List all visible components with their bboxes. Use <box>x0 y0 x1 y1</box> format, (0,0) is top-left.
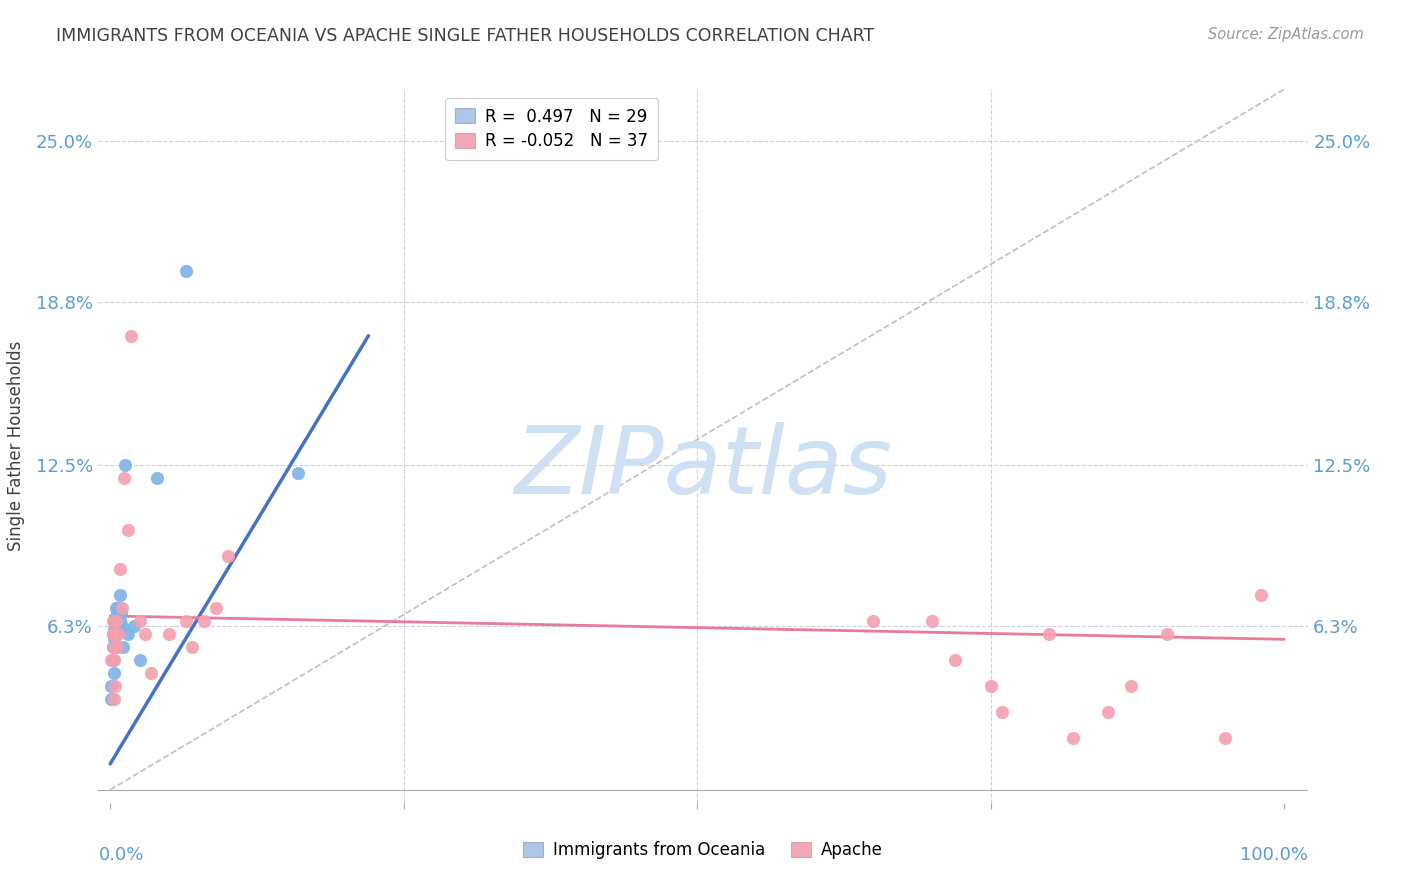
Point <box>112 640 135 654</box>
Point <box>128 614 150 628</box>
Point <box>146 471 169 485</box>
Point <box>101 627 124 641</box>
Point <box>108 614 131 628</box>
Point <box>945 653 967 667</box>
Point <box>141 666 163 681</box>
Point <box>122 619 145 633</box>
Point <box>157 627 180 641</box>
Point <box>112 471 135 485</box>
Point <box>104 627 127 641</box>
Point <box>1097 705 1119 719</box>
Point <box>103 692 125 706</box>
Point <box>117 627 139 641</box>
Point <box>1156 627 1178 641</box>
Point <box>134 627 156 641</box>
Point <box>921 614 943 628</box>
Point <box>1215 731 1237 745</box>
Point <box>105 640 128 654</box>
Point <box>181 640 204 654</box>
Point <box>104 679 127 693</box>
Point <box>103 622 125 636</box>
Point <box>105 601 128 615</box>
Point <box>204 601 226 615</box>
Point <box>111 601 134 615</box>
Point <box>117 524 139 538</box>
Point <box>1062 731 1084 745</box>
Point <box>193 614 215 628</box>
Point <box>103 653 125 667</box>
Point <box>1121 679 1143 693</box>
Point <box>101 614 124 628</box>
Point <box>101 640 124 654</box>
Point <box>120 328 142 343</box>
Point <box>111 619 134 633</box>
Point <box>103 614 125 628</box>
Point <box>105 640 128 654</box>
Point <box>108 588 131 602</box>
Point <box>110 607 132 621</box>
Point <box>862 614 884 628</box>
Point <box>287 467 309 481</box>
Point <box>101 627 124 641</box>
Point <box>980 679 1002 693</box>
Text: Source: ZipAtlas.com: Source: ZipAtlas.com <box>1208 27 1364 42</box>
Text: IMMIGRANTS FROM OCEANIA VS APACHE SINGLE FATHER HOUSEHOLDS CORRELATION CHART: IMMIGRANTS FROM OCEANIA VS APACHE SINGLE… <box>56 27 875 45</box>
Point <box>107 627 129 641</box>
Point <box>103 640 125 654</box>
Point <box>103 632 125 647</box>
Point <box>105 614 128 628</box>
Point <box>105 607 128 621</box>
Point <box>100 653 122 667</box>
Point <box>100 692 122 706</box>
Y-axis label: Single Father Households: Single Father Households <box>7 341 24 551</box>
Point <box>105 614 128 628</box>
Point <box>104 627 127 641</box>
Point <box>176 614 198 628</box>
Point <box>108 562 131 576</box>
Point <box>1250 588 1272 602</box>
Point <box>991 705 1014 719</box>
Point <box>107 601 129 615</box>
Point <box>107 622 129 636</box>
Legend: Immigrants from Oceania, Apache: Immigrants from Oceania, Apache <box>517 835 889 866</box>
Text: 100.0%: 100.0% <box>1240 846 1308 863</box>
Point <box>101 653 124 667</box>
Point <box>217 549 239 564</box>
Text: 0.0%: 0.0% <box>98 846 143 863</box>
Point <box>114 458 136 473</box>
Point <box>128 653 150 667</box>
Point <box>103 666 125 681</box>
Point <box>1038 627 1060 641</box>
Point <box>104 614 127 628</box>
Text: ZIPatlas: ZIPatlas <box>515 422 891 513</box>
Point <box>100 679 122 693</box>
Point <box>176 264 198 278</box>
